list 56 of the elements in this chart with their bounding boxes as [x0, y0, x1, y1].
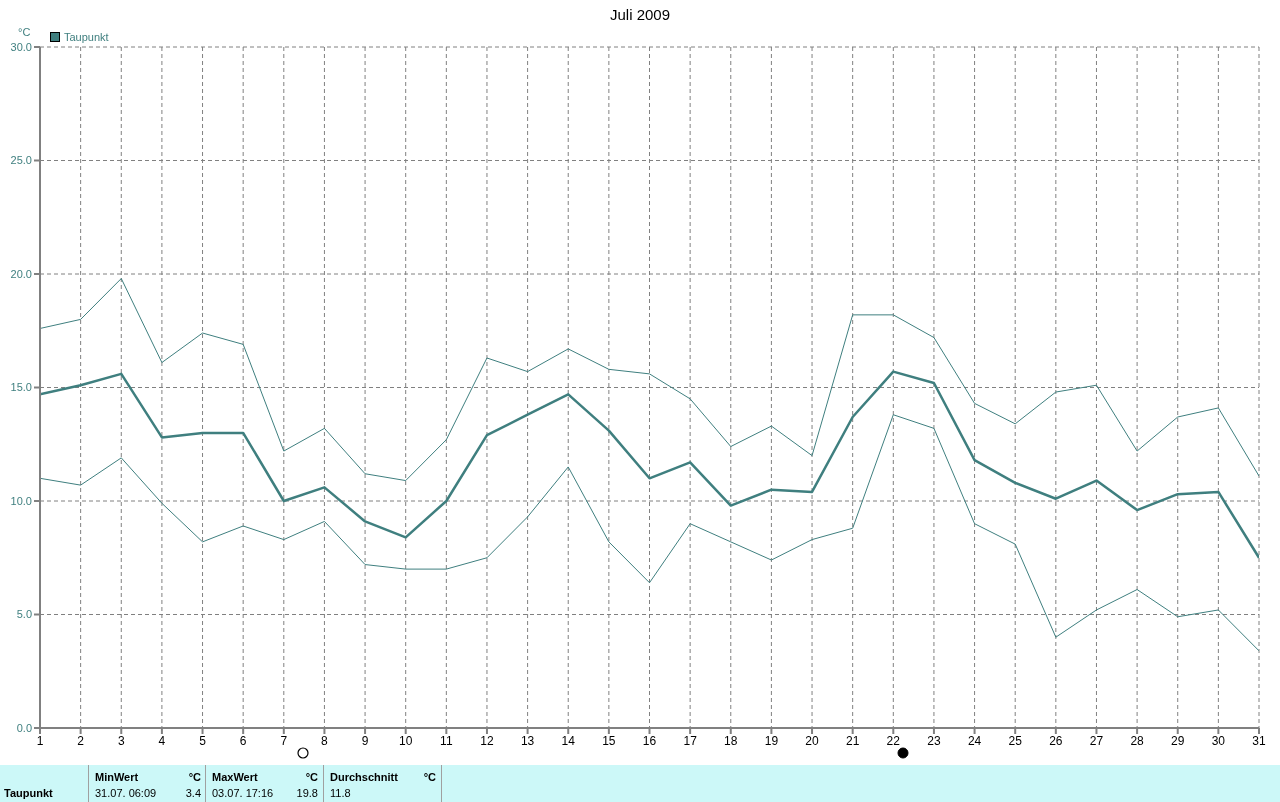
x-tick-label: 23 [927, 733, 941, 748]
x-tick-label: 27 [1089, 733, 1104, 748]
text: 31.07. 06:09 [95, 787, 157, 799]
text: MaxWert [212, 771, 258, 783]
x-tick-label: 11 [440, 733, 453, 748]
x-tick-label: 21 [845, 733, 860, 748]
text: °C [188, 771, 201, 783]
x-tick-label: 31 [1252, 733, 1266, 748]
x-tick-label: 20 [805, 733, 820, 748]
y-axis-title: °C [18, 26, 31, 38]
y-tick-label: 30.0 [10, 40, 32, 53]
y-tick-label: 5.0 [16, 608, 32, 621]
x-tick-label: 6 [239, 733, 247, 748]
x-tick-label: 1 [36, 733, 44, 748]
x-tick-label: 7 [280, 733, 288, 748]
legend-label: Taupunkt [64, 31, 109, 43]
x-tick-label: 15 [602, 733, 616, 748]
x-tick-label: 9 [361, 733, 369, 748]
text: 11.8 [330, 787, 351, 799]
x-tick-label: 2 [77, 733, 85, 748]
y-tick-label: 15.0 [10, 381, 32, 394]
text: °C [305, 771, 318, 783]
x-tick-label: 4 [158, 733, 166, 748]
text: 3.4 [185, 787, 201, 799]
x-tick-label: 19 [764, 733, 779, 748]
x-tick-label: 18 [724, 733, 738, 748]
x-tick-label: 3 [117, 733, 125, 748]
text: Durchschnitt [330, 771, 398, 783]
y-tick-label: 0.0 [16, 721, 32, 734]
x-tick-label: 26 [1049, 733, 1063, 748]
text: 19.8 [296, 787, 318, 799]
x-tick-label: 24 [967, 733, 982, 748]
text: 03.07. 17:16 [212, 787, 274, 799]
x-tick-label: 14 [561, 733, 576, 748]
x-tick-label: 22 [886, 733, 901, 748]
text: MinWert [95, 771, 139, 783]
y-tick-label: 20.0 [10, 267, 32, 280]
x-tick-label: 16 [642, 733, 657, 748]
line-series [40, 278, 1259, 482]
x-tick-label: 25 [1008, 733, 1023, 748]
x-tick-label: 8 [321, 733, 329, 748]
line-series [40, 414, 1259, 652]
y-tick-label: 25.0 [10, 154, 32, 167]
text: °C [423, 771, 436, 783]
y-tick-label: 10.0 [10, 494, 32, 507]
x-tick-label: 12 [480, 733, 494, 748]
x-tick-label: 29 [1171, 733, 1185, 748]
text: Taupunkt [4, 787, 53, 799]
x-tick-label: 30 [1211, 733, 1226, 748]
line-series [40, 370, 1259, 559]
x-tick-label: 28 [1130, 733, 1145, 748]
chart-title: Juli 2009 [608, 6, 671, 23]
x-tick-label: 17 [683, 733, 698, 748]
x-tick-label: 10 [399, 733, 413, 748]
x-tick-label: 5 [199, 733, 207, 748]
x-tick-label: 13 [520, 733, 535, 748]
